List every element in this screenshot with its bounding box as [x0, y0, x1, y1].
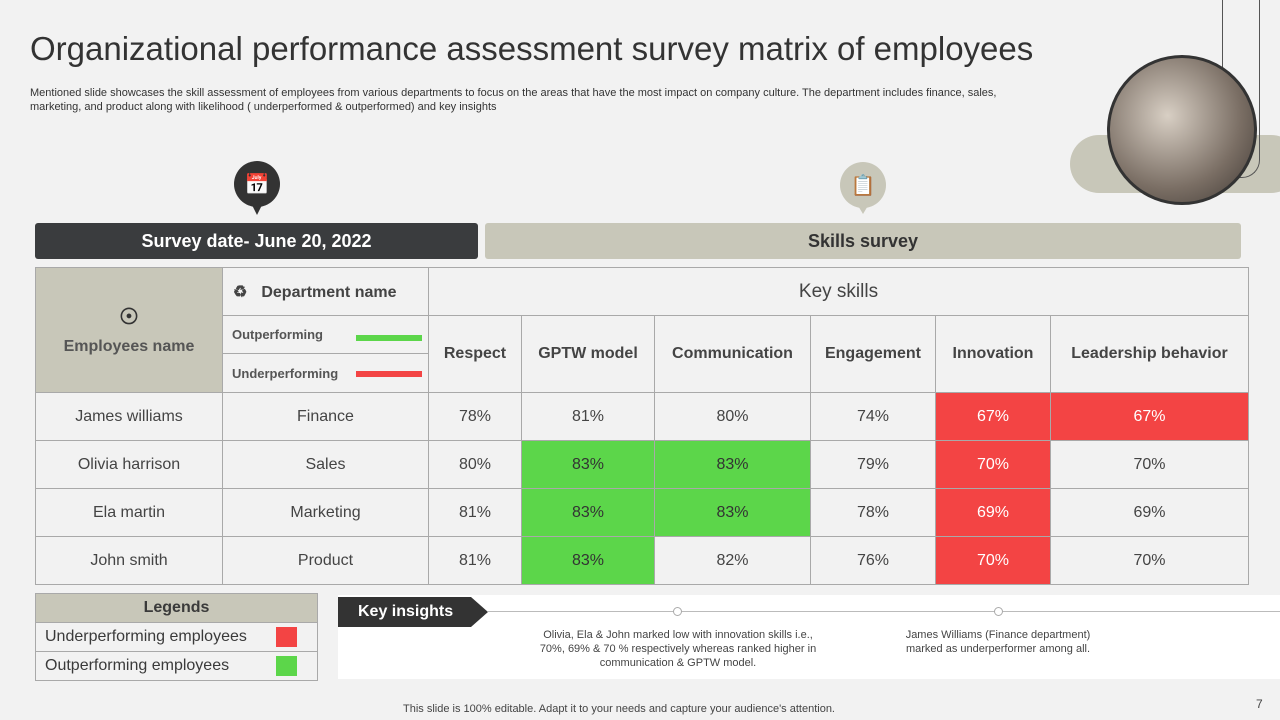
table-row: John smith Product 81% 83% 82% 76% 70% 70% [35, 536, 1249, 585]
skill-score-cell: 82% [654, 536, 811, 585]
team-icon: ☉ [119, 304, 139, 329]
timeline-line [488, 611, 1280, 612]
skill-score-cell: 70% [935, 536, 1051, 585]
insight-text: Olivia, Ela & John marked low with innov… [539, 629, 817, 669]
skill-score-cell: 83% [654, 440, 811, 489]
outperforming-key: Outperforming [222, 315, 429, 354]
skill-score-cell: 78% [428, 392, 522, 441]
employee-name: John smith [35, 536, 223, 585]
skill-score-cell: 78% [810, 488, 936, 537]
department-name: Product [222, 536, 429, 585]
skill-score-cell: 70% [935, 440, 1051, 489]
legend-outperforming: Outperforming employees [36, 651, 317, 680]
timeline-dot [994, 607, 1003, 616]
skill-score-cell: 69% [935, 488, 1051, 537]
legends-box: Legends Underperforming employees Outper… [35, 593, 318, 681]
skill-score-cell: 74% [810, 392, 936, 441]
page-number: 7 [1256, 697, 1263, 711]
underperforming-key: Underperforming [222, 353, 429, 393]
red-swatch [276, 627, 297, 647]
page-title: Organizational performance assessment su… [30, 30, 1034, 67]
skill-score-cell: 81% [428, 488, 522, 537]
skills-survey-banner: Skills survey [485, 223, 1241, 259]
skill-header: Engagement [810, 315, 936, 393]
skill-header: Respect [428, 315, 522, 393]
legends-title: Legends [36, 594, 317, 622]
table-row: Ela martin Marketing 81% 83% 83% 78% 69% 69% [35, 488, 1249, 537]
skill-score-cell: 83% [521, 440, 655, 489]
department-name-header: ♻ Department name [222, 267, 429, 316]
skill-score-cell: 70% [1050, 440, 1249, 489]
skill-score-cell: 83% [521, 536, 655, 585]
employee-name: Olivia harrison [35, 440, 223, 489]
calendar-icon: 📅 [234, 161, 280, 207]
page-subtitle: Mentioned slide showcases the skill asse… [30, 87, 997, 113]
table-row: Olivia harrison Sales 80% 83% 83% 79% 70% 70% [35, 440, 1249, 489]
survey-icon: 📋 [840, 162, 886, 208]
skill-score-cell: 80% [428, 440, 522, 489]
skills-matrix-table: ☉ Employees name ♻ Department name Key ski… [35, 267, 1249, 585]
org-chart-icon: ♻ [233, 283, 248, 301]
insight-text: James Williams (Finance department) mark… [905, 629, 1091, 655]
footer-note: This slide is 100% editable. Adapt it to… [403, 703, 835, 715]
skill-score-cell: 79% [810, 440, 936, 489]
legend-underperforming: Underperforming employees [36, 622, 317, 651]
survey-date-banner: Survey date- June 20, 2022 [35, 223, 478, 259]
skill-score-cell: 76% [810, 536, 936, 585]
skill-score-cell: 81% [428, 536, 522, 585]
timeline-dot [673, 607, 682, 616]
skill-score-cell: 83% [521, 488, 655, 537]
table-row: James williams Finance 78% 81% 80% 74% 67% 67% [35, 392, 1249, 441]
skill-score-cell: 69% [1050, 488, 1249, 537]
skill-header: Innovation [935, 315, 1051, 393]
skill-score-cell: 70% [1050, 536, 1249, 585]
green-swatch [276, 656, 297, 676]
skill-score-cell: 67% [1050, 392, 1249, 441]
key-insights-panel: Key insights Olivia, Ela & John marked l… [338, 595, 1280, 679]
department-name: Finance [222, 392, 429, 441]
skill-header: Leadership behavior [1050, 315, 1249, 393]
employee-name: Ela martin [35, 488, 223, 537]
key-insights-label: Key insights [338, 597, 488, 627]
skill-header: Communication [654, 315, 811, 393]
key-skills-header: Key skills [428, 267, 1249, 316]
skill-header: GPTW model [521, 315, 655, 393]
employees-name-header: ☉ Employees name [35, 267, 223, 393]
skill-score-cell: 80% [654, 392, 811, 441]
team-photo [1107, 55, 1257, 205]
department-name: Sales [222, 440, 429, 489]
employee-name: James williams [35, 392, 223, 441]
skill-score-cell: 67% [935, 392, 1051, 441]
skill-score-cell: 83% [654, 488, 811, 537]
department-name: Marketing [222, 488, 429, 537]
skill-score-cell: 81% [521, 392, 655, 441]
